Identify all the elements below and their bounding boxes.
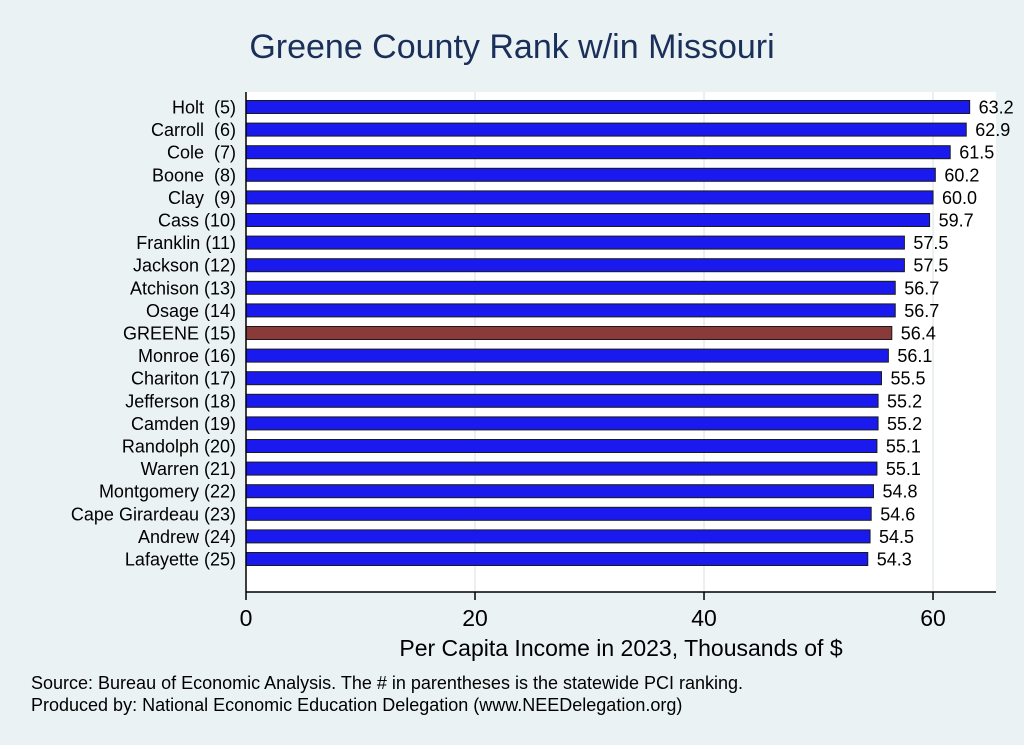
category-label: Lafayette (25) — [125, 550, 236, 570]
bar-value-label: 57.5 — [913, 233, 948, 253]
bar — [245, 213, 931, 227]
bar — [245, 100, 971, 114]
bar-value-label: 55.1 — [886, 459, 921, 479]
source-note: Source: Bureau of Economic Analysis. The… — [31, 672, 743, 716]
chart-title: Greene County Rank w/in Missouri — [249, 28, 775, 66]
bar-value-label: 54.6 — [880, 504, 915, 524]
bar-value-label: 55.1 — [886, 437, 921, 457]
bar — [245, 529, 871, 544]
category-label: Jefferson (18) — [125, 391, 236, 411]
bar-value-label: 55.5 — [890, 369, 925, 389]
category-label: Warren (21) — [141, 459, 236, 479]
category-label: Boone (8) — [152, 165, 236, 185]
category-label: GREENE (15) — [123, 324, 236, 344]
category-label: Jackson (12) — [133, 256, 236, 276]
category-label: Atchison (13) — [130, 278, 236, 298]
bar-value-label: 61.5 — [959, 143, 994, 163]
bar — [245, 393, 879, 408]
bar-value-label: 62.9 — [975, 120, 1010, 140]
x-tick-label: 40 — [691, 605, 717, 631]
category-label: Holt (5) — [172, 98, 236, 118]
bar — [245, 371, 882, 386]
bar-value-label: 63.2 — [979, 98, 1014, 118]
bar-value-label: 54.3 — [877, 550, 912, 570]
bar — [245, 145, 951, 160]
category-label: Cole (7) — [167, 143, 236, 163]
category-label: Carroll (6) — [151, 120, 236, 140]
category-label: Chariton (17) — [131, 369, 236, 389]
category-label: Cass (10) — [158, 211, 236, 231]
bar — [245, 167, 936, 182]
bar — [245, 280, 896, 295]
bar-value-label: 54.8 — [882, 482, 917, 502]
category-label: Andrew (24) — [138, 527, 236, 547]
bar-value-label: 56.4 — [901, 324, 936, 344]
bar-value-label: 56.7 — [904, 301, 939, 321]
bar — [245, 348, 889, 363]
x-axis-label: Per Capita Income in 2023, Thousands of … — [399, 635, 842, 661]
bar — [245, 484, 874, 499]
bar — [245, 552, 869, 566]
bar-value-label: 55.2 — [887, 391, 922, 411]
bar — [245, 416, 879, 431]
bar-value-label: 60.0 — [942, 188, 977, 208]
producer-line: Produced by: National Economic Education… — [31, 695, 683, 715]
category-label: Montgomery (22) — [99, 482, 236, 502]
bar — [245, 461, 878, 476]
bar — [245, 326, 893, 340]
bar — [245, 506, 872, 521]
bar-value-label: 54.5 — [879, 527, 914, 547]
x-tick-label: 0 — [240, 605, 253, 631]
bar-value-label: 59.7 — [939, 211, 974, 231]
bar-value-label: 55.2 — [887, 414, 922, 434]
bar — [245, 303, 896, 318]
bar — [245, 235, 905, 250]
category-label: Osage (14) — [146, 301, 236, 321]
bar-value-label: 56.7 — [904, 278, 939, 298]
category-label: Randolph (20) — [122, 437, 236, 457]
bar-value-label: 57.5 — [913, 256, 948, 276]
x-tick-label: 20 — [462, 605, 488, 631]
category-label: Cape Girardeau (23) — [71, 504, 236, 524]
bar-value-label: 60.2 — [944, 165, 979, 185]
bar — [245, 258, 905, 273]
category-label: Monroe (16) — [138, 346, 236, 366]
bar — [245, 439, 878, 453]
bar — [245, 122, 967, 137]
category-label: Camden (19) — [131, 414, 236, 434]
x-tick-label: 60 — [920, 605, 946, 631]
bar — [245, 190, 934, 205]
source-line: Source: Bureau of Economic Analysis. The… — [31, 673, 744, 693]
category-label: Clay (9) — [168, 188, 236, 208]
bar-value-label: 56.1 — [897, 346, 932, 366]
category-label: Franklin (11) — [136, 233, 236, 253]
